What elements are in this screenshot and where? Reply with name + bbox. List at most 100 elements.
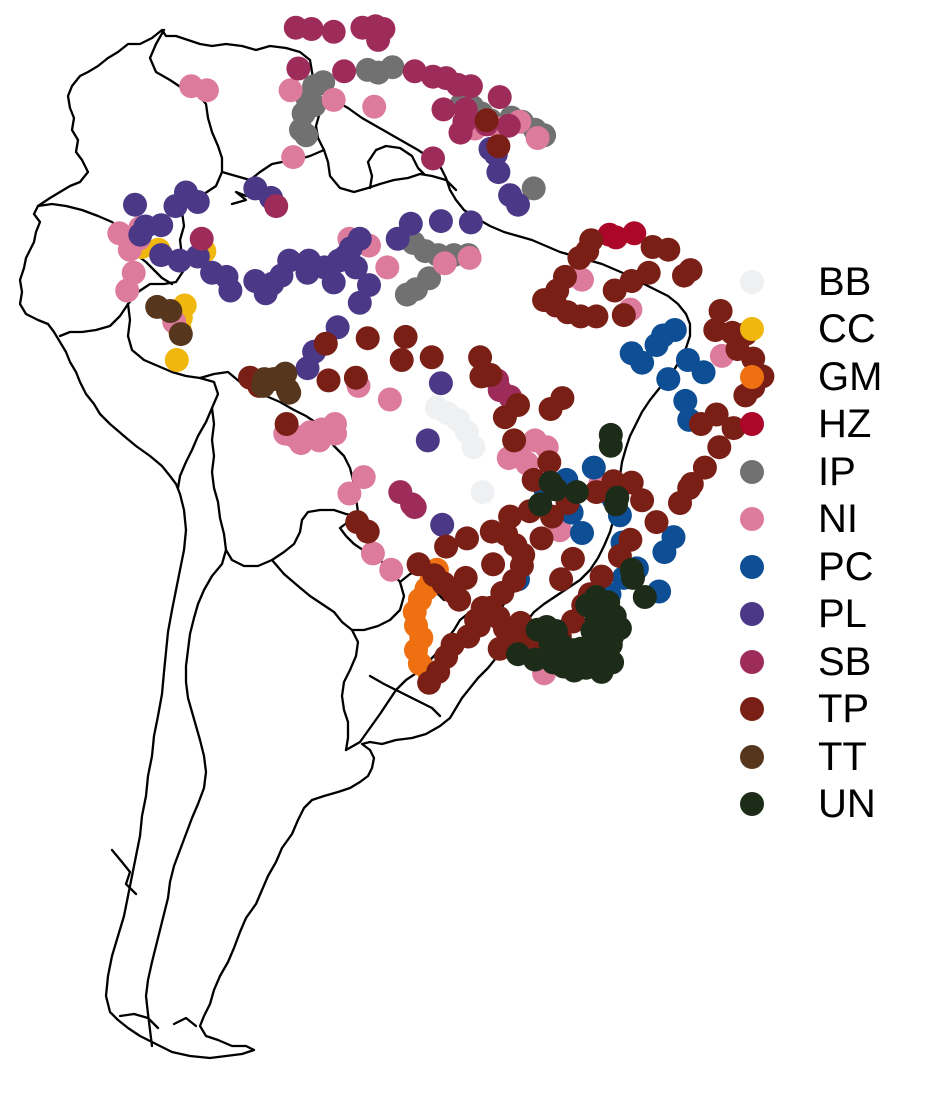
legend-swatch bbox=[740, 697, 764, 722]
point-ip bbox=[394, 282, 419, 307]
border-segment bbox=[210, 406, 358, 568]
point-tp bbox=[434, 534, 459, 559]
point-ni bbox=[360, 541, 385, 566]
point-tp bbox=[486, 134, 511, 159]
point-tp bbox=[502, 428, 527, 453]
point-tp bbox=[393, 324, 418, 349]
legend-item-ni: NI bbox=[740, 496, 882, 544]
point-tp bbox=[611, 303, 636, 328]
legend-swatch bbox=[740, 744, 764, 769]
border-segment bbox=[198, 370, 360, 514]
point-tp bbox=[692, 455, 717, 480]
point-tp bbox=[584, 304, 609, 329]
point-ni bbox=[115, 278, 140, 303]
point-tp bbox=[455, 526, 479, 551]
point-tp bbox=[636, 260, 661, 285]
point-un bbox=[559, 644, 584, 669]
point-un bbox=[598, 422, 623, 447]
continent-outline bbox=[18, 28, 692, 1060]
point-tp bbox=[389, 348, 414, 372]
point-tp bbox=[419, 345, 444, 370]
point-hz bbox=[622, 221, 647, 246]
point-sb bbox=[388, 480, 413, 505]
point-un bbox=[575, 593, 600, 618]
point-pl bbox=[123, 192, 147, 217]
point-pl bbox=[430, 512, 455, 537]
point-tp bbox=[529, 526, 554, 551]
point-tp bbox=[537, 450, 562, 475]
point-tp bbox=[406, 552, 431, 577]
point-pl bbox=[428, 209, 453, 234]
point-pl bbox=[167, 248, 192, 273]
point-tp bbox=[589, 564, 614, 589]
point-tp bbox=[630, 488, 655, 513]
legend-item-sb: SB bbox=[740, 638, 882, 686]
point-pl bbox=[357, 273, 381, 298]
border-segment bbox=[270, 514, 406, 632]
legend-item-bb: BB bbox=[740, 258, 882, 306]
point-pl bbox=[347, 290, 372, 315]
point-ni bbox=[337, 481, 362, 506]
point-tp bbox=[668, 491, 692, 515]
point-tp bbox=[549, 567, 574, 592]
point-pc bbox=[661, 525, 686, 550]
point-cc bbox=[164, 348, 189, 372]
point-bb bbox=[470, 480, 495, 505]
point-ip bbox=[380, 55, 405, 80]
point-pl bbox=[295, 356, 320, 381]
legend-label: GM bbox=[818, 354, 883, 399]
point-tp bbox=[453, 565, 478, 590]
point-tp bbox=[355, 326, 380, 351]
point-ip bbox=[311, 70, 336, 95]
point-un bbox=[621, 565, 645, 590]
point-pl bbox=[128, 222, 153, 247]
point-ni bbox=[432, 251, 457, 276]
point-tp bbox=[487, 636, 512, 661]
point-pl bbox=[149, 243, 174, 268]
legend-label: HZ bbox=[818, 402, 872, 447]
point-pc bbox=[691, 360, 716, 385]
point-tp bbox=[678, 258, 703, 283]
point-sb bbox=[332, 59, 357, 84]
point-pl bbox=[458, 210, 483, 235]
point-tp bbox=[474, 108, 499, 133]
legend-label: IP bbox=[818, 449, 856, 494]
point-un bbox=[607, 616, 632, 641]
point-pl bbox=[428, 371, 453, 396]
border-segment bbox=[230, 190, 248, 206]
legend-swatch bbox=[740, 412, 764, 437]
point-tp bbox=[733, 383, 758, 408]
point-tp bbox=[498, 504, 523, 529]
legend-label: CC bbox=[818, 307, 876, 352]
point-ni bbox=[278, 78, 303, 103]
point-un bbox=[632, 585, 657, 609]
legend-label: SB bbox=[818, 639, 872, 684]
point-hz bbox=[604, 225, 628, 250]
point-tp bbox=[481, 552, 506, 577]
legend-item-ip: IP bbox=[740, 448, 882, 496]
point-tp bbox=[468, 345, 493, 370]
point-sb bbox=[264, 194, 289, 219]
point-sb bbox=[366, 27, 391, 52]
legend-label: UN bbox=[818, 782, 876, 827]
legend-label: TP bbox=[818, 687, 870, 732]
legend-swatch bbox=[740, 554, 764, 579]
point-pl bbox=[486, 160, 511, 185]
point-ip bbox=[521, 176, 546, 201]
point-tp bbox=[689, 412, 713, 436]
point-ni bbox=[194, 78, 219, 103]
point-ni bbox=[377, 387, 402, 412]
occurrence-points bbox=[107, 14, 775, 695]
point-bb bbox=[461, 435, 486, 460]
legend-swatch bbox=[740, 269, 764, 294]
point-ni bbox=[321, 87, 346, 112]
point-sb bbox=[496, 113, 521, 138]
legend-item-pl: PL bbox=[740, 591, 882, 639]
point-tp bbox=[656, 237, 681, 262]
point-pl bbox=[200, 260, 225, 285]
point-ip bbox=[294, 123, 319, 148]
point-ni bbox=[525, 126, 550, 150]
legend-item-hz: HZ bbox=[740, 401, 882, 449]
point-tp bbox=[584, 480, 609, 505]
point-tp bbox=[741, 346, 766, 371]
